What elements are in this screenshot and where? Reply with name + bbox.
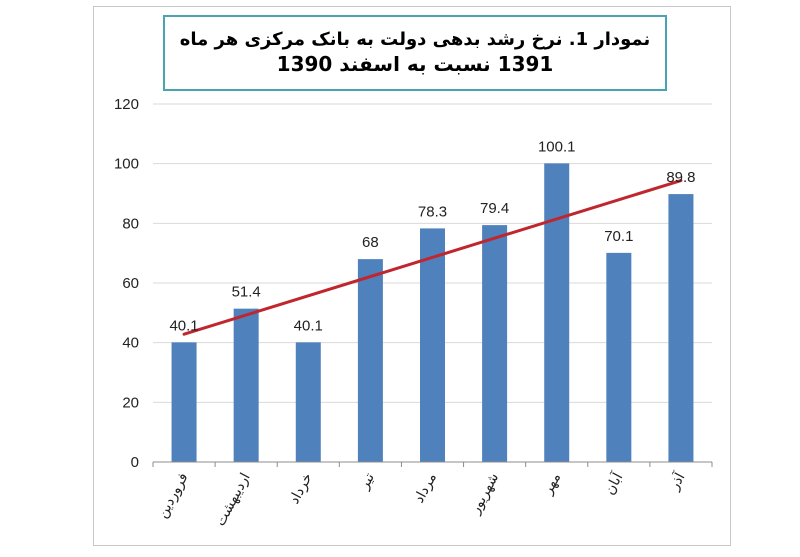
trendline-line (182, 179, 683, 336)
data-label: 40.1 (169, 317, 198, 334)
data-label: 68 (362, 234, 379, 251)
data-label: 70.1 (604, 228, 633, 245)
chart-title-line-1: نمودار 1. نرخ رشد بدهی دولت به بانک مرکز… (179, 29, 651, 51)
x-tick-label: اردیبهشت (212, 470, 253, 528)
bar (171, 342, 197, 462)
data-label: 78.3 (418, 203, 447, 220)
y-tick-label: 0 (131, 454, 139, 471)
bar (606, 252, 632, 462)
x-tick-label: آذر (665, 469, 689, 494)
y-tick-label: 100 (114, 156, 139, 173)
bar (295, 342, 321, 462)
data-label: 79.4 (480, 200, 509, 217)
bar (233, 308, 259, 462)
data-labels: 40.1 51.4 40.1 68 78.3 79.4 100.1 70.1 89.8 (169, 138, 695, 334)
bar (668, 194, 694, 462)
bar (544, 163, 570, 462)
x-tick-label: فروردین (155, 470, 192, 521)
data-label: 89.8 (666, 169, 695, 186)
data-label: 40.1 (294, 317, 323, 334)
x-tick-label: خرداد (286, 470, 316, 506)
y-tick-label: 20 (122, 394, 139, 411)
data-label: 100.1 (538, 138, 576, 155)
x-axis (152, 461, 713, 467)
trendline (182, 179, 683, 336)
chart-title-line-2: 1391 نسبت به اسفند 1390 (276, 51, 554, 76)
y-tick-label: 60 (122, 275, 139, 292)
x-tick-label: مهر (539, 470, 564, 498)
y-tick-label: 80 (122, 215, 139, 232)
x-tick-label: تیر (356, 470, 378, 492)
chart-title-box: نمودار 1. نرخ رشد بدهی دولت به بانک مرکز… (163, 15, 667, 91)
y-axis-tick-labels: 0 20 40 60 80 100 120 (114, 96, 139, 471)
x-tick-label: آبان (601, 469, 627, 498)
bar (357, 259, 383, 462)
y-tick-label: 120 (114, 96, 139, 113)
x-tick-label: مرداد (411, 470, 440, 505)
y-tick-label: 40 (122, 335, 139, 352)
data-label: 51.4 (232, 284, 261, 301)
x-axis-tick-labels: فروردین اردیبهشت خرداد تیر مرداد شهریور مهر آبا… (155, 469, 689, 529)
bar (420, 228, 445, 462)
x-tick-label: شهریور (467, 470, 502, 517)
bars (171, 163, 694, 462)
bar (482, 225, 508, 462)
